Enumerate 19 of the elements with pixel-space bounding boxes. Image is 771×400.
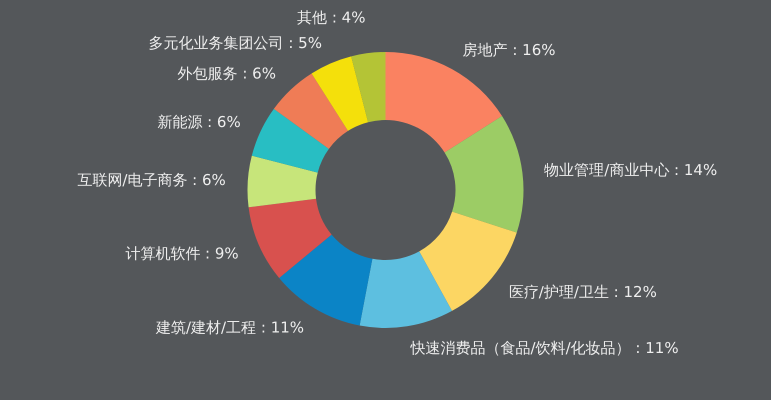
donut-slice — [248, 198, 332, 278]
slice-label: 物业管理/商业中心 : 14% — [544, 160, 718, 179]
donut-slice — [360, 251, 452, 328]
slice-label: 计算机软件 : 9% — [125, 244, 239, 263]
donut-slice — [248, 156, 318, 208]
slice-label: 外包服务 : 6% — [178, 64, 276, 82]
slice-label: 多元化业务集团公司 : 5% — [148, 34, 322, 52]
slice-label: 建筑/建材/工程 : 11% — [155, 318, 304, 337]
slice-label: 医疗/护理/卫生 : 12% — [508, 282, 657, 301]
donut-slice — [312, 56, 368, 131]
donut-slice — [444, 116, 524, 233]
donut-slice — [274, 73, 348, 149]
slice-label: 房地产 : 16% — [462, 40, 556, 59]
slice-label: 新能源 : 6% — [157, 112, 241, 131]
slice-label: 互联网/电子商务 : 6% — [77, 170, 226, 189]
donut-slice — [252, 108, 329, 173]
slice-label: 快速消费品（食品/饮料/化妆品） : 11% — [410, 339, 679, 358]
slice-label: 其他 : 4% — [297, 8, 366, 26]
donut-slice — [351, 52, 386, 122]
